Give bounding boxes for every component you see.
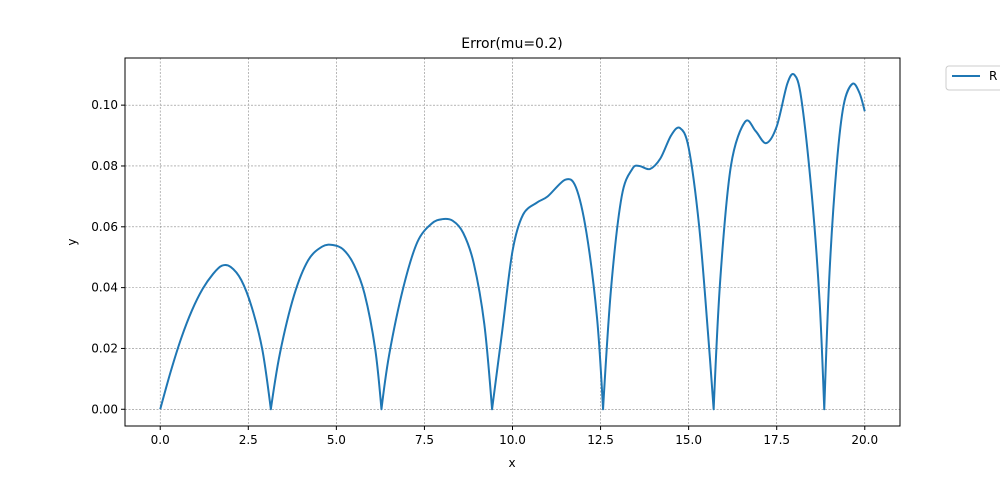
legend-box (945, 65, 1000, 91)
y-tick-label: 0.06 (91, 220, 118, 234)
x-axis: 0.0 2.5 5.0 7.5 10.0 12.5 15.0 17.5 20.0 (151, 426, 878, 447)
series-line-r (159, 72, 866, 411)
x-axis-label: x (508, 456, 515, 470)
y-tick-label: 0.08 (91, 159, 118, 173)
gridlines (125, 58, 900, 426)
y-tick-label: 0.02 (91, 341, 118, 355)
x-tick-label: 17.5 (763, 433, 790, 447)
x-tick-label: 7.5 (415, 433, 434, 447)
y-tick-label: 0.00 (91, 402, 118, 416)
x-tick-label: 20.0 (851, 433, 878, 447)
chart-title: Error(mu=0.2) (461, 36, 563, 52)
legend: R (945, 65, 1000, 91)
y-axis-label: y (65, 238, 79, 245)
legend-label-r: R (989, 69, 997, 83)
y-axis: 0.00 0.02 0.04 0.06 0.08 0.10 (91, 98, 125, 416)
x-tick-label: 2.5 (239, 433, 258, 447)
x-tick-label: 15.0 (675, 433, 702, 447)
y-tick-label: 0.10 (91, 98, 118, 112)
x-tick-label: 12.5 (587, 433, 614, 447)
x-tick-label: 5.0 (327, 433, 346, 447)
x-tick-label: 0.0 (151, 433, 170, 447)
x-tick-label: 10.0 (499, 433, 526, 447)
y-tick-label: 0.04 (91, 281, 118, 295)
plot-area (159, 72, 866, 411)
